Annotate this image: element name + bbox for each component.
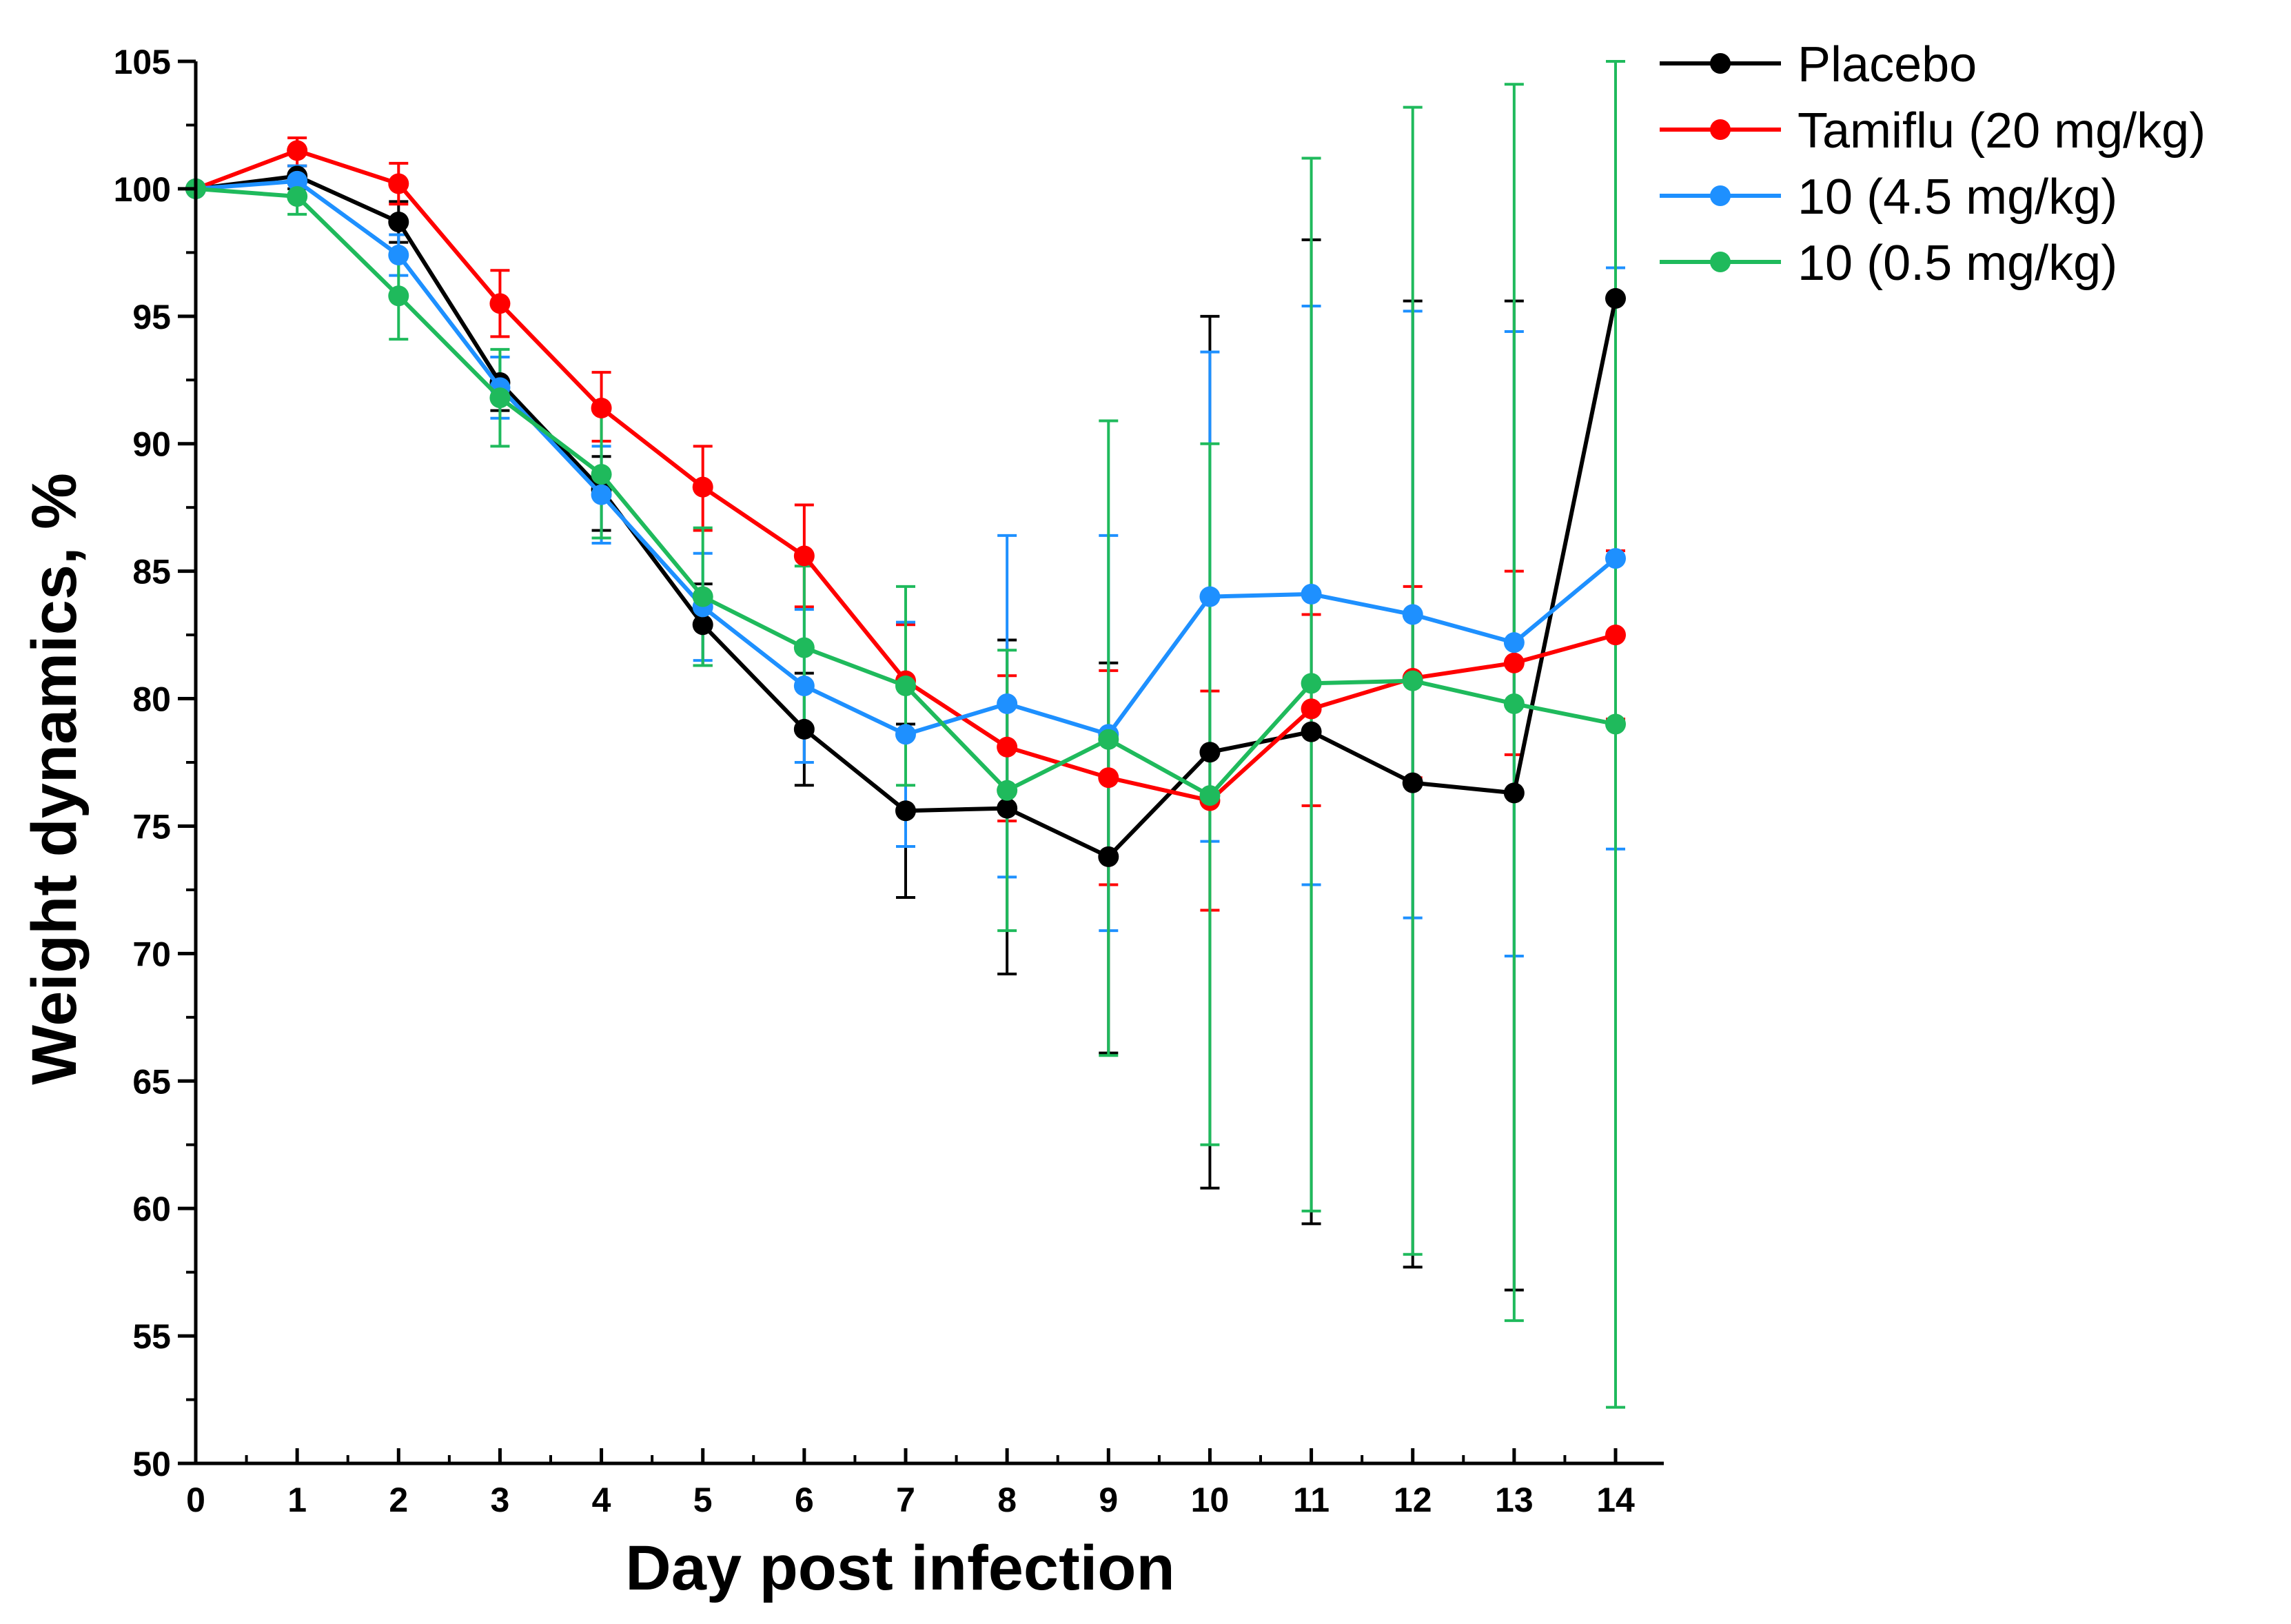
data-point (1301, 698, 1322, 720)
data-point (692, 476, 713, 498)
data-point (895, 724, 916, 745)
x-tick-label: 0 (186, 1481, 205, 1519)
x-tick-label: 8 (997, 1481, 1017, 1519)
data-point (287, 186, 308, 207)
y-tick-label: 50 (132, 1445, 171, 1483)
legend-label: 10 (4.5 mg/kg) (1798, 170, 2117, 225)
data-point (1301, 583, 1322, 605)
data-point (1605, 713, 1626, 735)
legend-item: Tamiflu (20 mg/kg) (1660, 103, 2206, 159)
error-bars-10-0-5-mg-kg- (287, 60, 1625, 1409)
data-point (997, 798, 1018, 819)
legend-marker (1710, 119, 1731, 140)
x-tick-label: 14 (1596, 1481, 1635, 1519)
data-point (997, 736, 1018, 758)
legend-label: Tamiflu (20 mg/kg) (1798, 103, 2206, 159)
data-point (895, 800, 916, 822)
error-bars-10-4-5-mg-kg- (287, 164, 1625, 958)
data-point (1503, 782, 1525, 804)
data-point (1402, 604, 1423, 625)
legend: Placebo Tamiflu (20 mg/kg) 10 (4.5 mg/kg) 1… (1660, 37, 2206, 291)
y-tick-label: 85 (132, 553, 171, 591)
data-point (388, 285, 409, 307)
x-tick-label: 10 (1191, 1481, 1230, 1519)
y-tick-label: 80 (132, 680, 171, 719)
y-tick-label: 100 (114, 170, 171, 209)
legend-item: Placebo (1660, 37, 1977, 92)
series-10-0-5-mg-kg (185, 178, 1626, 806)
data-point (1402, 670, 1423, 691)
data-point (1098, 767, 1119, 789)
data-point (591, 484, 612, 505)
data-point (895, 676, 916, 697)
plot-area (185, 60, 1626, 1409)
y-tick-label: 90 (132, 425, 171, 464)
x-axis: 0 1 2 3 4 5 6 7 8 9 10 11 12 13 14 (186, 1448, 1664, 1519)
y-tick-label: 60 (132, 1190, 171, 1228)
data-point (388, 245, 409, 266)
y-axis-title: Weight dynamics, % (19, 473, 90, 1085)
y-tick-label: 75 (132, 807, 171, 846)
data-point (997, 693, 1018, 714)
legend-marker (1710, 185, 1731, 206)
x-tick-label: 7 (896, 1481, 915, 1519)
data-point (1503, 632, 1525, 653)
legend-marker (1710, 252, 1731, 272)
data-point (692, 586, 713, 607)
data-point (388, 211, 409, 232)
x-tick-label: 1 (287, 1481, 307, 1519)
x-tick-label: 5 (693, 1481, 713, 1519)
data-point (1402, 772, 1423, 793)
data-point (692, 614, 713, 636)
data-point (793, 718, 815, 740)
data-point (1098, 729, 1119, 750)
data-point (287, 170, 308, 192)
data-point (1199, 785, 1221, 806)
legend-item: 10 (4.5 mg/kg) (1660, 170, 2117, 225)
data-point (1199, 586, 1221, 607)
data-point (1098, 846, 1119, 867)
x-tick-label: 6 (795, 1481, 814, 1519)
x-tick-label: 12 (1394, 1481, 1432, 1519)
legend-item: 10 (0.5 mg/kg) (1660, 236, 2117, 291)
x-tick-label: 11 (1293, 1481, 1330, 1519)
legend-label: Placebo (1798, 37, 1977, 92)
data-point (1605, 625, 1626, 646)
x-tick-label: 2 (389, 1481, 408, 1519)
x-tick-label: 3 (491, 1481, 510, 1519)
data-point (1605, 287, 1626, 309)
error-bars-tamiflu-20-mg-kg- (287, 136, 1625, 912)
y-tick-label: 65 (132, 1062, 171, 1101)
data-point (997, 780, 1018, 801)
x-tick-label: 9 (1099, 1481, 1118, 1519)
x-axis-title: Day post infection (625, 1533, 1174, 1603)
legend-marker (1710, 53, 1731, 74)
data-point (1301, 673, 1322, 694)
data-point (1503, 652, 1525, 673)
y-tick-label: 105 (114, 43, 171, 81)
data-point (489, 387, 511, 409)
data-point (1301, 721, 1322, 742)
y-tick-label: 55 (132, 1317, 171, 1356)
data-point (1199, 742, 1221, 763)
data-point (793, 676, 815, 697)
x-tick-label: 13 (1495, 1481, 1534, 1519)
data-point (591, 464, 612, 485)
data-point (1503, 693, 1525, 714)
data-point (388, 173, 409, 194)
y-axis: 50 55 60 65 70 75 80 85 90 95 100 105 (114, 43, 198, 1483)
data-point (489, 293, 511, 314)
y-tick-label: 70 (132, 935, 171, 973)
data-point (793, 637, 815, 658)
data-point (287, 140, 308, 161)
data-point (591, 397, 612, 418)
y-tick-label: 95 (132, 298, 171, 336)
data-point (793, 545, 815, 567)
legend-label: 10 (0.5 mg/kg) (1798, 236, 2117, 291)
data-point (1605, 548, 1626, 569)
x-tick-label: 4 (592, 1481, 611, 1519)
